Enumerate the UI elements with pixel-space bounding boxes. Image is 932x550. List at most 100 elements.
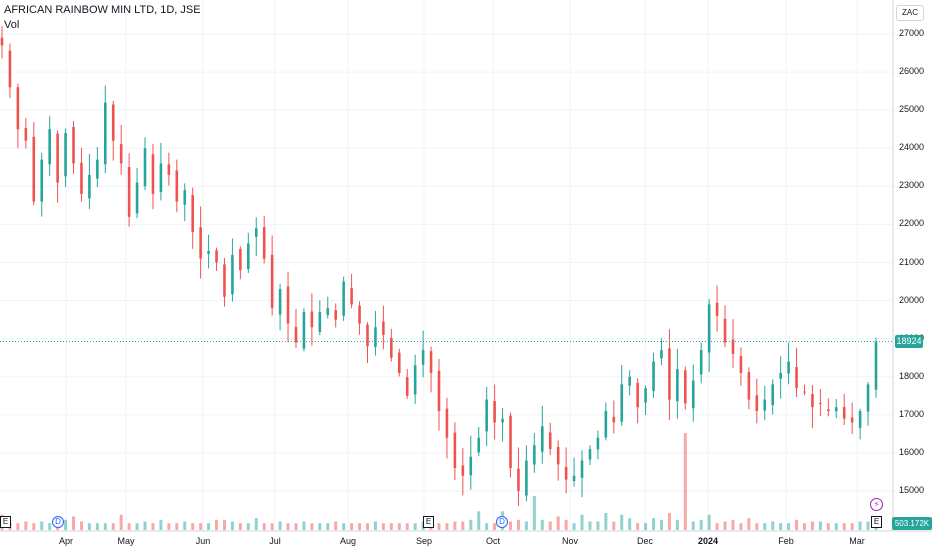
candle <box>103 85 107 174</box>
candle-body <box>580 460 584 478</box>
volume-bar <box>413 523 417 530</box>
candle-body <box>103 102 107 165</box>
candle-body <box>827 409 830 412</box>
volume-bar <box>389 523 393 530</box>
volume-bar <box>842 523 846 530</box>
candle-body <box>787 361 790 374</box>
volume-bar <box>318 523 322 530</box>
candle-body <box>564 466 568 480</box>
candle <box>572 457 576 487</box>
volume-bar <box>167 523 171 530</box>
volume-bar <box>715 523 719 530</box>
candle-body <box>48 129 51 165</box>
volume-bar <box>183 521 187 530</box>
volume-bar <box>826 523 830 530</box>
candle <box>207 234 210 269</box>
candle <box>374 310 377 356</box>
candle <box>413 354 417 404</box>
earnings-marker[interactable]: E <box>0 516 11 528</box>
volume-bar <box>755 523 759 530</box>
candle-body <box>135 182 139 214</box>
candle <box>834 399 838 419</box>
volume-bar <box>72 516 76 530</box>
candle <box>8 43 12 99</box>
candle <box>270 235 274 316</box>
candle-body <box>191 195 194 233</box>
candle <box>0 26 4 59</box>
volume-bars <box>0 433 878 530</box>
dividend-marker[interactable]: D <box>496 516 508 528</box>
candle <box>620 364 624 427</box>
candle <box>16 83 20 149</box>
candle-body <box>612 416 616 423</box>
candle-body <box>469 456 473 476</box>
volume-bar <box>238 523 242 530</box>
candle-body <box>350 288 353 305</box>
candle-body <box>302 312 306 349</box>
candle <box>699 342 703 384</box>
candle <box>731 319 735 368</box>
x-tick-label: Dec <box>636 536 654 546</box>
candle <box>763 385 767 421</box>
candle <box>644 385 647 416</box>
volume-bar <box>135 523 139 530</box>
volume-bar <box>858 521 862 530</box>
candle-body <box>684 370 687 404</box>
volume-bar <box>350 523 354 530</box>
candle <box>437 358 441 431</box>
volume-bar <box>516 519 520 530</box>
candle <box>612 400 616 434</box>
candle <box>254 217 258 256</box>
candle-body <box>429 351 433 373</box>
candle <box>811 385 814 429</box>
chart-title: AFRICAN RAINBOW MIN LTD, 1D, JSE <box>4 4 201 16</box>
candle-body <box>739 356 743 373</box>
candle-body <box>405 377 409 396</box>
volume-bar <box>540 519 544 530</box>
volume-bar <box>795 519 799 530</box>
x-tick-label: 2024 <box>697 536 719 546</box>
candle <box>334 303 338 328</box>
volume-bar <box>358 523 362 530</box>
candle <box>397 348 401 377</box>
candle <box>596 430 600 460</box>
split-marker[interactable]: ⚡ <box>870 498 883 511</box>
candle-body <box>88 174 91 199</box>
candle-body <box>588 449 592 460</box>
volume-bar <box>771 521 775 530</box>
candle <box>819 389 822 416</box>
volume-bar <box>48 523 52 530</box>
volume-bar <box>32 523 36 530</box>
candle-body <box>811 393 814 408</box>
candle-body <box>501 418 504 423</box>
candle-body <box>874 341 878 390</box>
candle <box>540 405 544 464</box>
volume-badge: 503.172K <box>892 517 932 530</box>
candle <box>556 440 560 481</box>
candle-body <box>231 254 234 295</box>
candle-body <box>111 104 115 141</box>
volume-bar <box>675 519 679 530</box>
candle <box>429 346 433 393</box>
earnings-marker[interactable]: E <box>423 516 434 528</box>
volume-bar <box>381 523 385 530</box>
candle <box>509 412 512 478</box>
candle-body <box>636 382 639 408</box>
currency-button[interactable]: ZAC <box>896 5 924 21</box>
candle <box>533 432 536 473</box>
dividend-marker[interactable]: D <box>52 516 64 528</box>
candle-body <box>533 445 536 465</box>
candle-body <box>159 163 163 192</box>
volume-bar <box>215 519 219 530</box>
volume-bar <box>127 523 131 530</box>
earnings-marker[interactable]: E <box>871 516 882 528</box>
y-tick-label: 17000 <box>899 408 925 419</box>
candle <box>588 445 592 466</box>
volume-bar <box>509 521 513 530</box>
candle-body <box>850 417 854 423</box>
candle <box>191 187 194 249</box>
candle-body <box>413 365 417 395</box>
candle-body <box>866 384 870 412</box>
volume-bar <box>683 433 687 530</box>
